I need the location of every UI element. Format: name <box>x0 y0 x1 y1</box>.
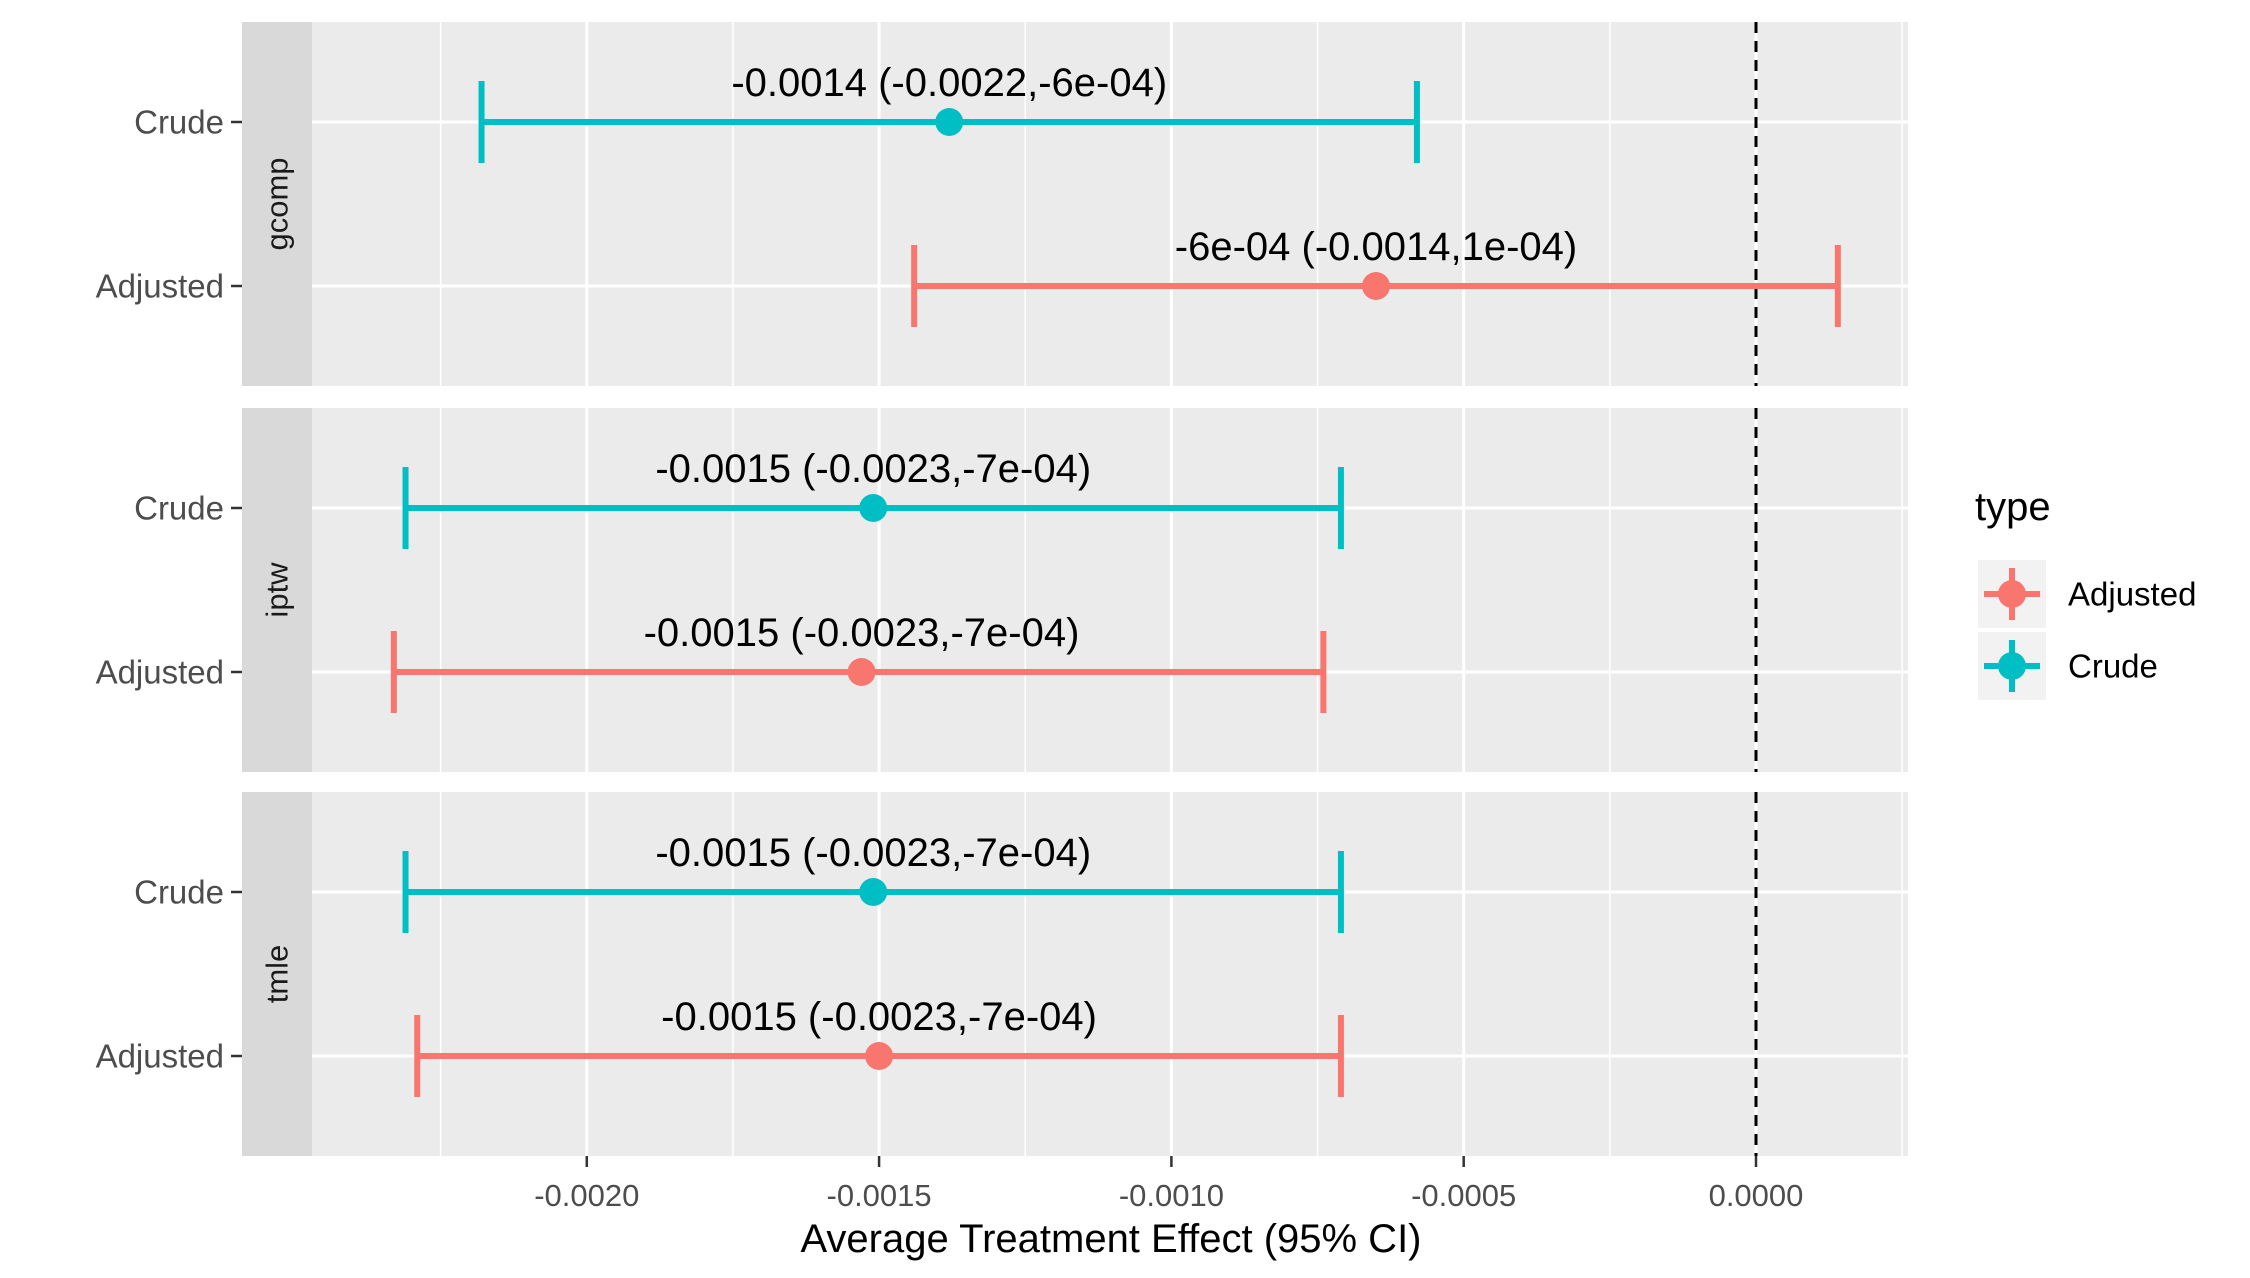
estimate-adjusted: -6e-04 (-0.0014,1e-04) <box>911 225 1841 327</box>
panel-background <box>312 792 1908 1156</box>
panel-iptw: iptw Crude Adjusted -0.0015 (-0.0023,-7e-04… <box>96 408 1908 772</box>
x-tick-label: -0.0015 <box>827 1178 932 1213</box>
estimate-label: -0.0015 (-0.0023,-7e-04) <box>655 831 1091 875</box>
x-axis: -0.0020 -0.0015 -0.0010 -0.0005 0.0000 <box>534 1156 1803 1213</box>
y-tick-label: Crude <box>134 104 224 141</box>
legend-key-point <box>1998 580 2026 608</box>
legend-entry-crude: Crude <box>1978 632 2158 700</box>
point-estimate <box>865 1042 894 1070</box>
estimate-crude: -0.0015 (-0.0023,-7e-04) <box>402 831 1344 933</box>
legend-key-point <box>1998 652 2026 680</box>
estimate-label: -0.0015 (-0.0023,-7e-04) <box>644 611 1080 655</box>
panel-gcomp: gcomp Crude Adjusted -0.0014 (-0.0022,-6e-0… <box>96 22 1908 386</box>
point-estimate <box>935 108 964 136</box>
facet-panels: gcomp Crude Adjusted -0.0014 (-0.0022,-6e-0… <box>96 22 1908 1156</box>
point-estimate <box>1362 272 1390 300</box>
estimate-adjusted: -0.0015 (-0.0023,-7e-04) <box>414 995 1344 1097</box>
legend-label: Crude <box>2068 648 2158 685</box>
facet-strip <box>242 22 312 386</box>
panel-background <box>312 22 1908 386</box>
facet-strip-label: gcomp <box>260 157 295 250</box>
legend-label: Adjusted <box>2068 576 2196 613</box>
legend-title: type <box>1975 485 2051 529</box>
facet-strip <box>242 408 312 772</box>
estimate-crude: -0.0015 (-0.0023,-7e-04) <box>402 447 1344 549</box>
panel-tmle: tmle Crude Adjusted -0.0015 (-0.0023,-7e-04… <box>96 792 1908 1156</box>
estimate-label: -0.0015 (-0.0023,-7e-04) <box>655 447 1091 491</box>
point-estimate <box>847 658 876 686</box>
y-tick-label: Crude <box>134 874 224 911</box>
x-tick-label: -0.0020 <box>534 1178 639 1213</box>
point-estimate <box>859 494 888 522</box>
point-estimate <box>859 878 888 906</box>
estimate-crude: -0.0014 (-0.0022,-6e-04) <box>478 61 1420 163</box>
y-tick-label: Adjusted <box>96 1038 224 1075</box>
estimate-label: -0.0015 (-0.0023,-7e-04) <box>661 995 1097 1039</box>
x-tick-label: 0.0000 <box>1709 1178 1804 1213</box>
panel-background <box>312 408 1908 772</box>
estimate-label: -6e-04 (-0.0014,1e-04) <box>1175 225 1577 269</box>
y-tick-label: Crude <box>134 490 224 527</box>
x-axis-title: Average Treatment Effect (95% CI) <box>800 1217 1421 1261</box>
estimate-adjusted: -0.0015 (-0.0023,-7e-04) <box>390 611 1327 713</box>
legend: type Adjusted Crude <box>1975 485 2196 700</box>
y-tick-label: Adjusted <box>96 268 224 305</box>
facet-strip-label: iptw <box>260 562 295 618</box>
x-tick-label: -0.0010 <box>1119 1178 1224 1213</box>
x-tick-label: -0.0005 <box>1411 1178 1516 1213</box>
legend-entry-adjusted: Adjusted <box>1978 560 2196 628</box>
estimate-label: -0.0014 (-0.0022,-6e-04) <box>731 61 1167 105</box>
facet-strip <box>242 792 312 1156</box>
y-tick-label: Adjusted <box>96 654 224 691</box>
legend-entries: Adjusted Crude <box>1978 560 2196 700</box>
facet-strip-label: tmle <box>260 945 295 1004</box>
